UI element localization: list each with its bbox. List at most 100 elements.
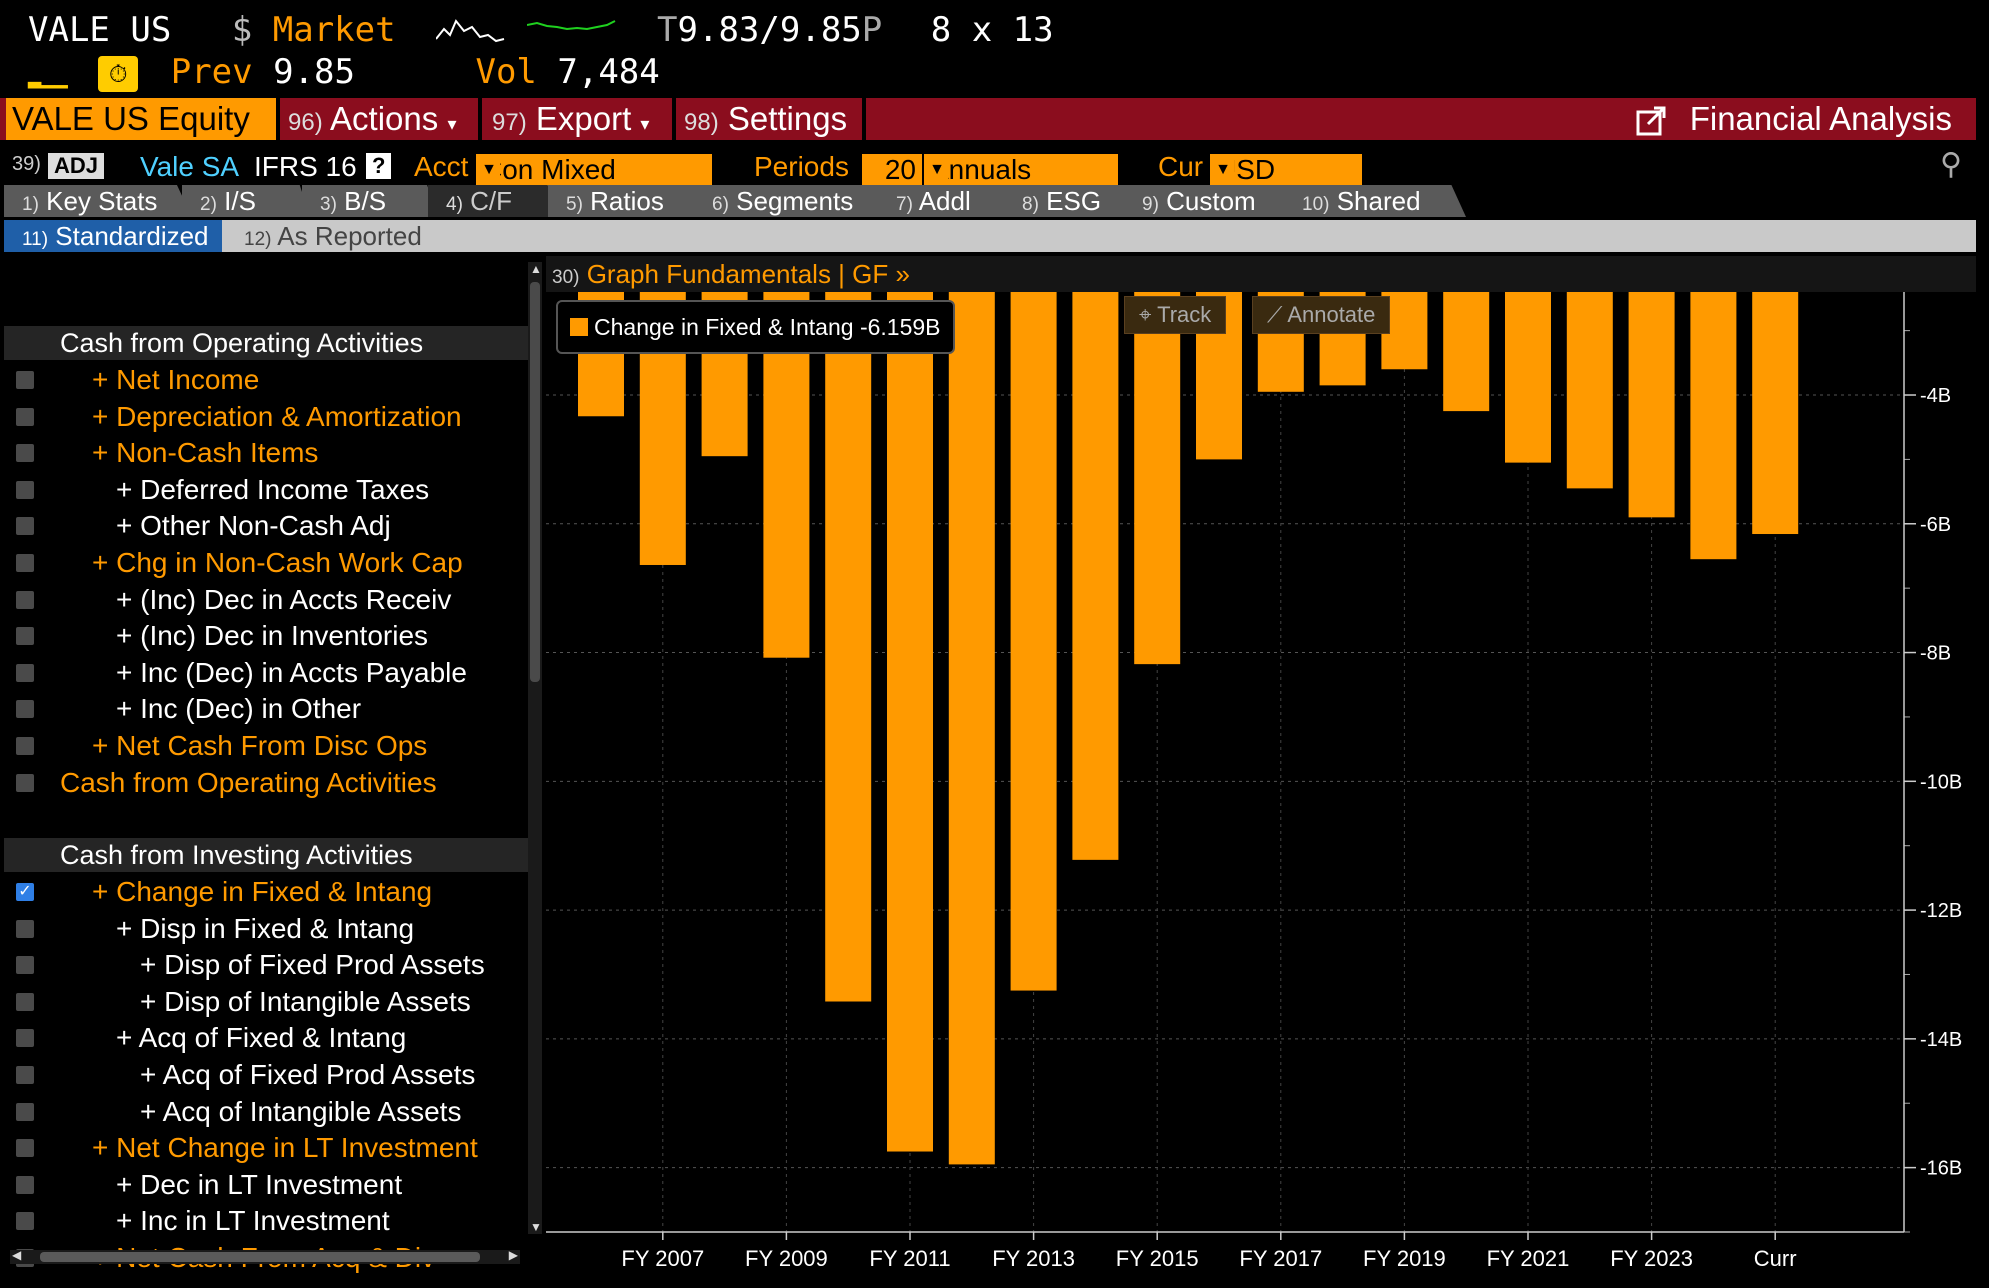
left-horizontal-scrollbar[interactable]: ◀ ▶ [10,1248,520,1264]
line-item[interactable]: + Disp of Fixed Prod Assets [4,947,524,983]
line-item-label: + Disp in Fixed & Intang [116,912,415,944]
x-tick-label: FY 2007 [621,1246,704,1270]
line-item-checkbox[interactable] [16,663,34,682]
line-item[interactable]: + Disp of Intangible Assets [4,984,524,1020]
scroll-up-icon[interactable]: ▲ [530,262,542,276]
tab-income-statement[interactable]: 2) I/S [182,185,310,217]
chart-header[interactable]: 30) Graph Fundamentals | GF » [546,256,1976,292]
bid-prefix: T [657,10,678,50]
line-item-checkbox[interactable] [16,554,34,572]
tab-standardized[interactable]: 11) Standardized [4,220,222,252]
bar-curr [1752,292,1799,535]
line-item-label: + Acq of Fixed & Intang [116,1022,407,1054]
line-item-checkbox[interactable] [16,737,34,755]
line-item-checkbox[interactable] [16,700,34,719]
settings-menu[interactable]: 98) Settings [684,100,848,137]
chart-legend[interactable]: Change in Fixed & Intang -6.159B [556,300,955,354]
line-item[interactable]: + Inc (Dec) in Accts Payable [4,655,524,691]
line-item-checkbox[interactable] [16,1175,34,1194]
tab-addl[interactable]: 7) Addl [878,185,1026,217]
line-item[interactable]: + Net Cash From Disc Ops [4,728,524,764]
line-item[interactable]: + Inc in LT Investment [4,1203,524,1239]
y-tick-label: -8B [1920,643,1951,665]
line-item-panel: Cash from Operating Activities + Net Inc… [4,256,544,1273]
accounting-standard: IFRS 16 [254,151,357,182]
scroll-right-icon[interactable]: ▶ [508,1248,518,1262]
bar-chart: -4B -6B -8B -10B -12B -14B -16B FY 2007 FY 2009 F… [546,292,1976,1271]
line-item[interactable]: + Inc (Dec) in Other [4,691,524,727]
line-item-label: + (Inc) Dec in Inventories [116,620,429,652]
x-tick-label: FY 2015 [1116,1246,1199,1270]
currency-symbol: $ [231,10,253,50]
line-item-checkbox[interactable] [16,590,34,609]
annotate-button[interactable]: ⟋ Annotate [1252,296,1391,334]
zoom-icon[interactable]: ⚲ [1940,148,1962,181]
line-item-checkbox[interactable] [16,1212,34,1231]
params-row: 39) ADJ Vale SA IFRS 16 ? Acct Con Mixed… [12,148,1962,186]
line-item[interactable]: + Non-Cash Items [4,435,524,471]
line-item[interactable]: + Acq of Intangible Assets [4,1094,524,1130]
tab-ratios[interactable]: 5) Ratios [548,185,714,217]
scroll-down-icon[interactable]: ▼ [530,1220,542,1234]
line-item[interactable]: + Dec in LT Investment [4,1167,524,1203]
line-item-checkbox[interactable] [16,1139,34,1158]
line-item[interactable]: + (Inc) Dec in Accts Receiv [4,582,524,618]
line-item-checkbox[interactable] [16,956,34,975]
line-item[interactable]: Cash from Operating Activities [4,765,524,801]
actions-menu[interactable]: 96) Actions ▾ [288,100,457,137]
crosshair-icon: ⌖ [1139,302,1152,327]
line-item[interactable]: + Acq of Fixed Prod Assets [4,1057,524,1093]
graph-fundamentals-link[interactable]: Graph Fundamentals | GF » [586,259,910,289]
line-item-label: + (Inc) Dec in Accts Receiv [116,583,452,615]
financial-analysis-title[interactable]: Financial Analysis [1636,98,1952,140]
bar-fy-2024 [1690,292,1737,560]
tab-custom[interactable]: 9) Custom [1124,185,1302,217]
tab-as-reported[interactable]: 12) As Reported [244,221,422,251]
adj-button[interactable]: ADJ [48,153,105,179]
line-item-checkbox-checked[interactable]: ✓ [16,883,34,901]
line-item-checkbox[interactable] [16,1029,34,1048]
line-item-checkbox[interactable] [16,444,34,463]
line-item[interactable]: + Other Non-Cash Adj [4,508,524,544]
line-item-label: + Deferred Income Taxes [116,473,430,505]
tab-shared[interactable]: 10) Shared [1284,185,1466,217]
tab-segments[interactable]: 6) Segments [694,185,898,217]
bar-fy-2014 [1072,292,1119,860]
tab-cash-flow[interactable]: 4) C/F [428,185,558,217]
function-bar: VALE US Equity 96) Actions ▾ 97) Export … [0,98,1976,140]
line-item-checkbox[interactable] [16,407,34,426]
tab-balance-sheet[interactable]: 3) B/S [302,185,438,217]
export-menu[interactable]: 97) Export ▾ [492,100,650,137]
line-item[interactable]: + Net Change in LT Investment [4,1130,524,1166]
left-vertical-scrollbar[interactable]: ▲ ▼ [528,262,542,1234]
line-item-checkbox[interactable] [16,1066,34,1084]
scroll-left-icon[interactable]: ◀ [12,1248,22,1262]
line-item-checkbox[interactable] [16,627,34,646]
line-item-checkbox[interactable] [16,517,34,536]
line-item-checkbox[interactable] [16,992,34,1011]
track-button[interactable]: ⌖ Track [1124,296,1227,334]
bar-fy-2023 [1628,292,1675,518]
line-item-checkbox[interactable] [16,1102,34,1121]
line-item-checkbox[interactable] [16,773,34,792]
line-item[interactable]: + Acq of Fixed & Intang [4,1020,524,1056]
ask-price: 9.85 [779,10,862,50]
security-field[interactable]: VALE US Equity [6,98,280,140]
line-item-checkbox[interactable] [16,919,34,938]
line-item[interactable]: + (Inc) Dec in Inventories [4,618,524,654]
help-icon[interactable]: ? [366,153,392,179]
main-tabs: 1) Key Stats 2) I/S 3) B/S 4) C/F 5) Rat… [0,185,1989,219]
y-tick-label: -16B [1920,1158,1962,1180]
line-item[interactable]: + Deferred Income Taxes [4,472,524,508]
line-item-checkbox[interactable] [16,371,34,389]
line-item-label: + Acq of Intangible Assets [140,1095,462,1127]
line-item-checkbox[interactable] [16,480,34,499]
line-item[interactable]: + Disp in Fixed & Intang [4,911,524,947]
tab-key-stats[interactable]: 1) Key Stats [4,185,192,217]
line-item[interactable]: + Depreciation & Amortization [4,399,524,435]
line-item[interactable]: + Net Income [4,362,524,398]
line-item[interactable]: + Chg in Non-Cash Work Cap [4,545,524,581]
line-item[interactable]: ✓ + Change in Fixed & Intang [4,874,524,910]
acct-label: Acct [414,151,469,182]
x-tick-label: FY 2011 [869,1246,950,1270]
